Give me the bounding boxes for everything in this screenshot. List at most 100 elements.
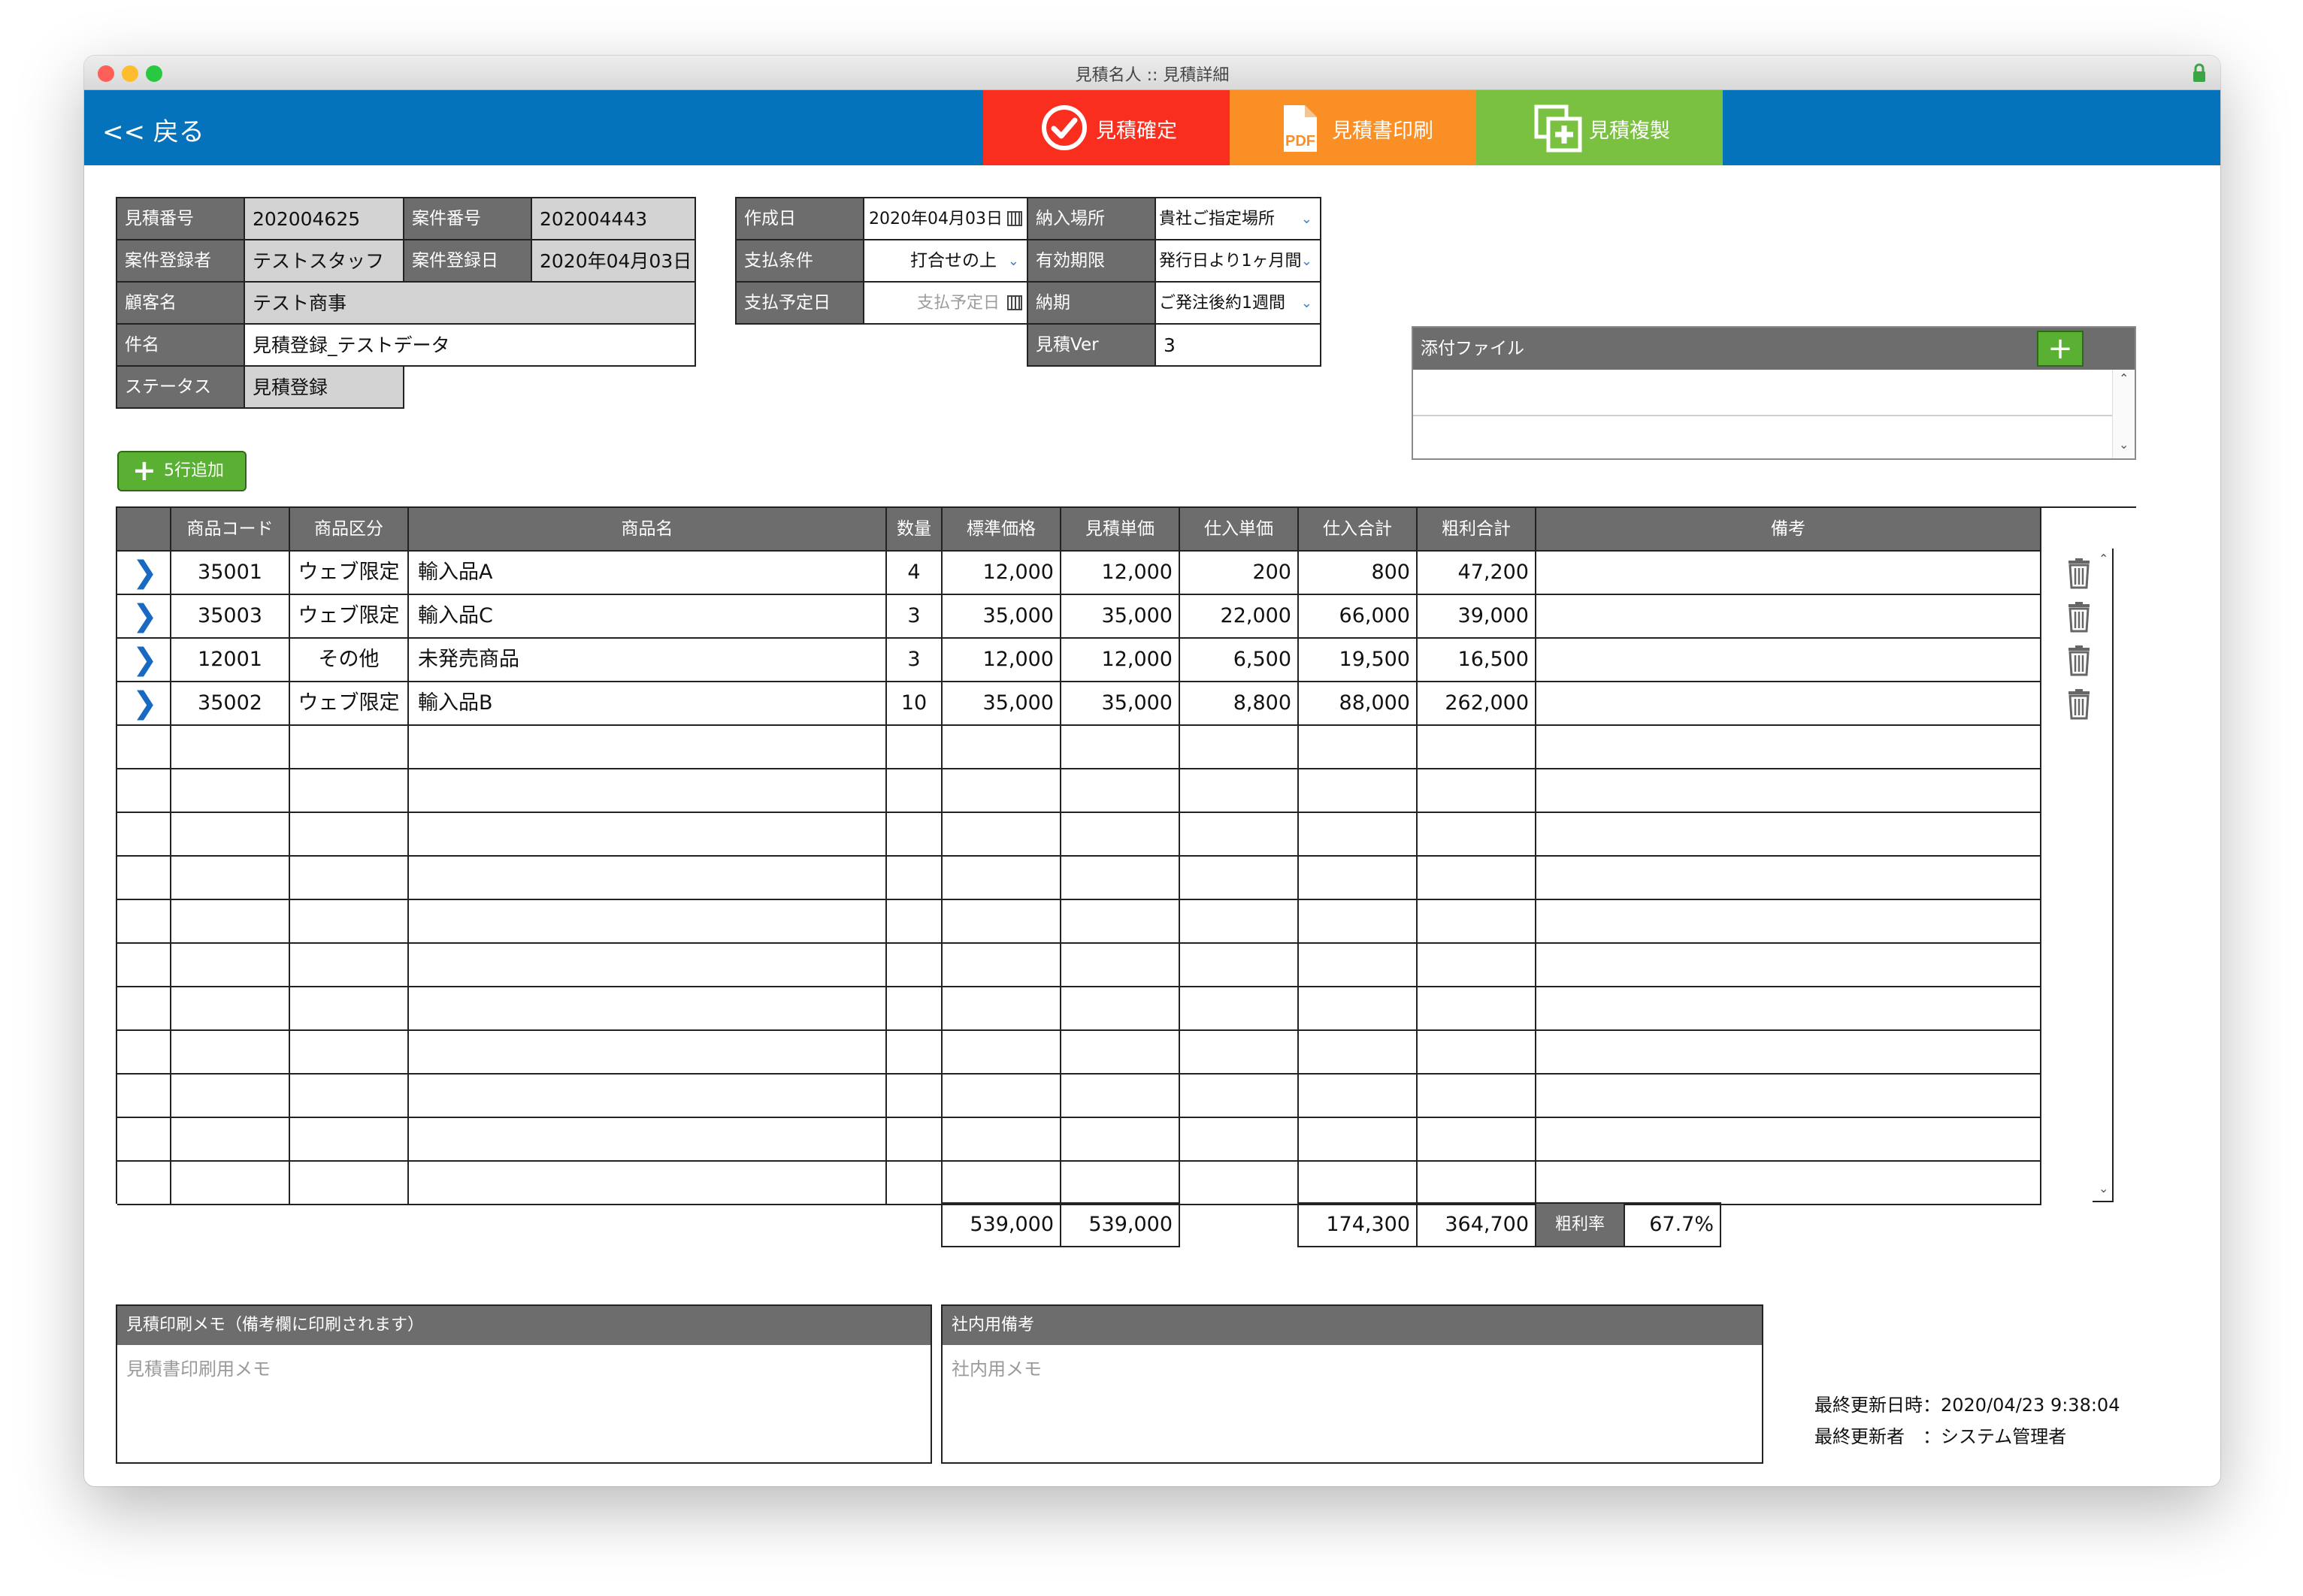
delete-row-button[interactable] xyxy=(2062,688,2096,720)
row-detail-chevron-icon[interactable]: ❯ xyxy=(132,555,158,590)
row-detail-chevron-icon[interactable]: ❯ xyxy=(132,599,158,633)
close-window-button[interactable] xyxy=(98,65,114,82)
table-row-cell[interactable] xyxy=(1536,552,2041,595)
table-row-cell[interactable]: 輸入品A xyxy=(409,552,887,595)
empty-row-cell xyxy=(1180,944,1299,987)
calendar-icon[interactable] xyxy=(1007,211,1022,226)
table-row-cell[interactable]: 12,000 xyxy=(1061,639,1180,682)
table-row-cell[interactable]: 35,000 xyxy=(1061,682,1180,726)
empty-row-cell xyxy=(887,1162,943,1205)
empty-row-cell xyxy=(1180,900,1299,944)
table-row-cell[interactable] xyxy=(1536,639,2041,682)
empty-row-cell xyxy=(290,987,409,1031)
empty-row-cell xyxy=(887,944,943,987)
add-attachment-button[interactable]: + xyxy=(2037,331,2084,367)
table-row-cell[interactable] xyxy=(1536,595,2041,639)
empty-row-cell xyxy=(943,1118,1061,1162)
empty-row-cell xyxy=(1180,1162,1299,1205)
profit-total: 364,700 xyxy=(1416,1202,1536,1247)
table-row-cell: 88,000 xyxy=(1299,682,1418,726)
print-memo-panel: 見積印刷メモ（備考欄に印刷されます） 見積書印刷用メモ xyxy=(116,1304,932,1464)
trash-icon xyxy=(2068,645,2090,676)
internal-memo-textarea[interactable]: 社内用メモ xyxy=(952,1359,1042,1380)
delete-row-button[interactable] xyxy=(2062,558,2096,589)
empty-row-cell xyxy=(1536,1031,2041,1075)
empty-row-cell xyxy=(1536,944,2041,987)
delete-row-button[interactable] xyxy=(2062,601,2096,633)
payment-terms-select[interactable]: 打合せの上 ⌄ xyxy=(863,239,1028,283)
empty-row-cell xyxy=(1061,944,1180,987)
table-row-cell: その他 xyxy=(290,639,409,682)
add-five-rows-button[interactable]: + 5行追加 xyxy=(117,451,247,491)
minimize-window-button[interactable] xyxy=(122,65,138,82)
scroll-up-icon[interactable]: ⌃ xyxy=(2119,371,2129,385)
app-window: 見積名人 :: 見積詳細 << 戻る 見積確定 PDF 見積書印刷 xyxy=(84,56,2220,1486)
empty-row-cell xyxy=(1180,726,1299,769)
attachments-scrollbar[interactable]: ⌃ ⌄ xyxy=(2112,370,2135,458)
empty-row-cell xyxy=(117,1075,171,1118)
empty-row-cell xyxy=(1061,1162,1180,1205)
table-row-cell: 16,500 xyxy=(1418,639,1536,682)
duplicate-estimate-label: 見積複製 xyxy=(1589,119,1670,143)
empty-row-cell xyxy=(290,813,409,857)
empty-row-cell xyxy=(1061,769,1180,813)
table-row-cell[interactable] xyxy=(1536,682,2041,726)
delivery-term-label: 納期 xyxy=(1027,281,1156,325)
table-row-cell: 47,200 xyxy=(1418,552,1536,595)
empty-row-cell xyxy=(290,726,409,769)
table-row-cell: ウェブ限定 xyxy=(290,682,409,726)
table-row-cell: 35002 xyxy=(171,682,290,726)
table-row-cell[interactable]: 未発売商品 xyxy=(409,639,887,682)
table-row-cell: ❯ xyxy=(117,595,171,639)
table-row-cell[interactable]: 輸入品C xyxy=(409,595,887,639)
table-row-cell[interactable]: 10 xyxy=(887,682,943,726)
internal-memo-label: 社内用備考 xyxy=(943,1306,1762,1345)
scroll-down-icon[interactable]: ⌄ xyxy=(2099,1181,2109,1195)
created-date-input[interactable]: 2020年04月03日 xyxy=(863,197,1028,240)
empty-row-cell xyxy=(117,769,171,813)
print-memo-textarea[interactable]: 見積書印刷用メモ xyxy=(126,1359,271,1380)
version-label: 見積Ver xyxy=(1027,323,1156,367)
row-detail-chevron-icon[interactable]: ❯ xyxy=(132,686,158,721)
empty-row-cell xyxy=(1061,1118,1180,1162)
validity-select[interactable]: 発行日より1ヶ月間 ⌄ xyxy=(1155,239,1321,283)
table-row-cell[interactable]: 4 xyxy=(887,552,943,595)
back-button[interactable]: << 戻る xyxy=(102,117,204,147)
version-input[interactable]: 3 xyxy=(1155,323,1321,367)
delete-row-button[interactable] xyxy=(2062,645,2096,676)
validity-label: 有効期限 xyxy=(1027,239,1156,283)
table-row-cell: 22,000 xyxy=(1180,595,1299,639)
zoom-window-button[interactable] xyxy=(146,65,162,82)
table-row-cell[interactable]: 3 xyxy=(887,595,943,639)
empty-row-cell xyxy=(171,987,290,1031)
table-row-cell: 800 xyxy=(1299,552,1418,595)
empty-row-cell xyxy=(943,813,1061,857)
calendar-icon[interactable] xyxy=(1007,295,1022,310)
payment-terms-label: 支払条件 xyxy=(735,239,864,283)
print-estimate-label: 見積書印刷 xyxy=(1332,119,1433,143)
registered-date-field: 2020年04月03日 xyxy=(531,239,696,283)
print-memo-label: 見積印刷メモ（備考欄に印刷されます） xyxy=(117,1306,931,1345)
empty-row-cell xyxy=(1180,857,1299,900)
table-scrollbar[interactable]: ⌃ ⌄ xyxy=(2093,549,2114,1202)
payment-date-label: 支払予定日 xyxy=(735,281,864,325)
empty-row-cell xyxy=(943,857,1061,900)
empty-row-cell xyxy=(1180,1118,1299,1162)
subject-input[interactable]: 見積登録_テストデータ xyxy=(244,323,696,367)
duplicate-estimate-button[interactable]: 見積複製 xyxy=(1476,90,1723,165)
payment-date-input[interactable]: 支払予定日 xyxy=(863,281,1028,325)
delivery-place-select[interactable]: 貴社ご指定場所 ⌄ xyxy=(1155,197,1321,240)
table-row-cell[interactable]: 12,000 xyxy=(1061,552,1180,595)
scroll-down-icon[interactable]: ⌄ xyxy=(2119,437,2129,452)
scroll-up-icon[interactable]: ⌃ xyxy=(2099,552,2109,566)
empty-row-cell xyxy=(1299,769,1418,813)
table-row-cell[interactable]: 35,000 xyxy=(1061,595,1180,639)
confirm-estimate-button[interactable]: 見積確定 xyxy=(983,90,1230,165)
table-row-cell[interactable]: 3 xyxy=(887,639,943,682)
empty-row-cell xyxy=(887,1031,943,1075)
print-estimate-button[interactable]: PDF 見積書印刷 xyxy=(1230,90,1476,165)
empty-row-cell xyxy=(1418,1118,1536,1162)
row-detail-chevron-icon[interactable]: ❯ xyxy=(132,642,158,677)
table-row-cell[interactable]: 輸入品B xyxy=(409,682,887,726)
delivery-term-select[interactable]: ご発注後約1週間 ⌄ xyxy=(1155,281,1321,325)
